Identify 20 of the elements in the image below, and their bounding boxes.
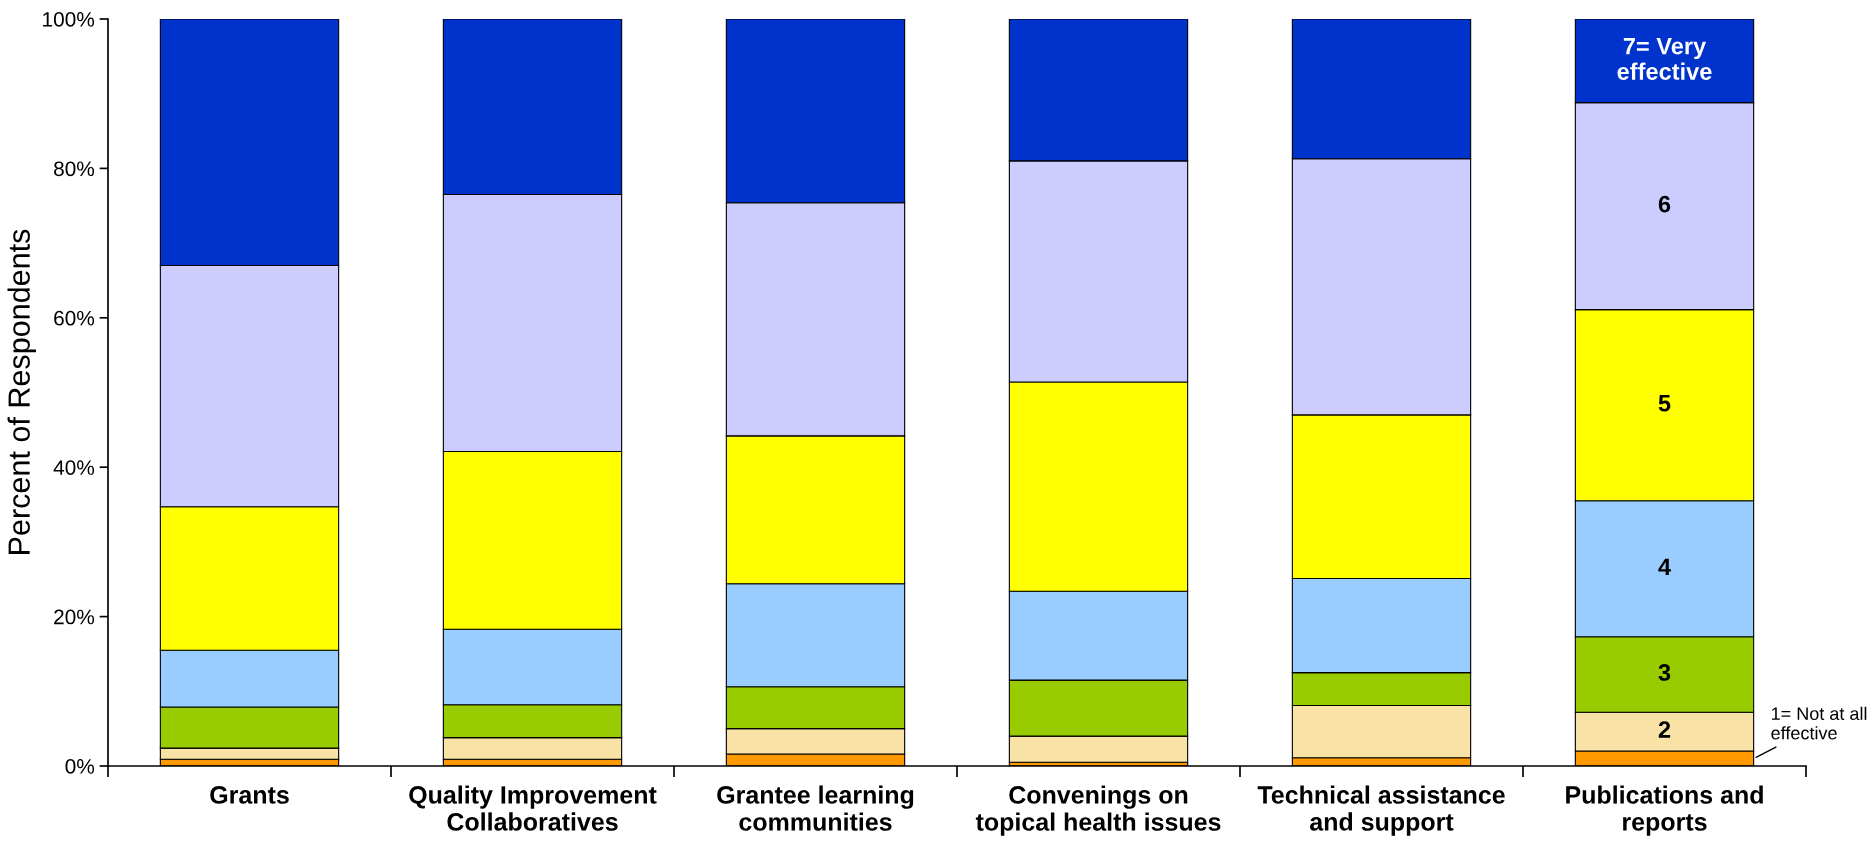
x-tick-label: Grantee learning communities xyxy=(717,785,914,831)
x-tick-label: Grants xyxy=(210,786,289,804)
x-tick-label: Convenings on topical health issues xyxy=(975,785,1221,836)
y-axis-title: Percent of Respondents xyxy=(7,229,36,554)
series-label: 6 xyxy=(1658,195,1671,213)
y-tick-label: 100% xyxy=(43,12,95,27)
y-tick-label: 0% xyxy=(65,759,95,774)
y-tick-label: 40% xyxy=(53,460,95,475)
series-label: 7= Very effective xyxy=(1617,37,1712,80)
x-tick-label: Technical assistance and support xyxy=(1257,785,1505,836)
series-label: 2 xyxy=(1658,721,1671,738)
x-tick-label: Quality Improvement Collaboratives xyxy=(409,785,657,831)
y-tick-label: 20% xyxy=(54,609,95,625)
y-tick-label: 80% xyxy=(54,161,95,177)
series-label: 5 xyxy=(1658,395,1671,412)
series-label: 1= Not at all effective xyxy=(1771,706,1867,740)
series-label: 3 xyxy=(1658,664,1671,681)
x-tick-label: Publications and reports xyxy=(1566,785,1763,836)
series-label: 4 xyxy=(1658,558,1671,575)
y-tick-label: 60% xyxy=(54,310,95,326)
